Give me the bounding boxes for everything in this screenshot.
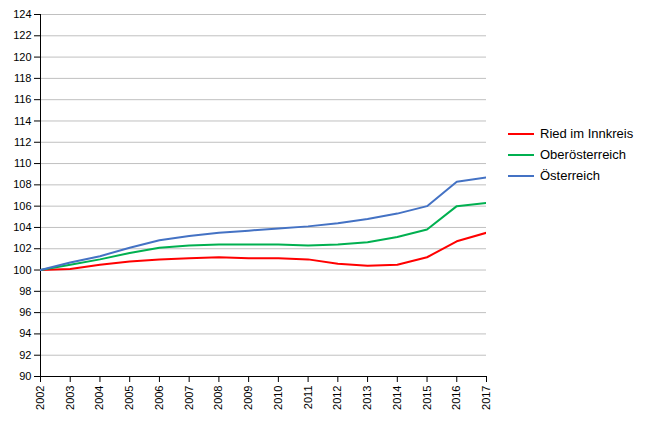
svg-text:2016: 2016 xyxy=(450,386,462,410)
svg-text:2009: 2009 xyxy=(242,386,254,410)
html-text:Oberösterreich: Oberösterreich xyxy=(540,147,626,162)
svg-text:96: 96 xyxy=(19,306,31,318)
svg-text:94: 94 xyxy=(19,327,31,339)
svg-text:2005: 2005 xyxy=(123,386,135,410)
svg-text:2017: 2017 xyxy=(480,386,492,410)
svg-text:108: 108 xyxy=(13,178,31,190)
svg-text:112: 112 xyxy=(14,136,32,148)
svg-text:2010: 2010 xyxy=(272,386,284,410)
svg-text:2004: 2004 xyxy=(93,386,105,410)
html-text:Österreich: Österreich xyxy=(540,168,600,183)
svg-text:122: 122 xyxy=(13,29,31,41)
svg-text:100: 100 xyxy=(13,264,31,276)
svg-text:2007: 2007 xyxy=(183,386,195,410)
svg-text:124: 124 xyxy=(13,8,31,20)
svg-text:102: 102 xyxy=(13,242,31,254)
svg-text:104: 104 xyxy=(13,221,31,233)
svg-text:92: 92 xyxy=(19,349,31,361)
svg-text:106: 106 xyxy=(13,200,31,212)
svg-text:90: 90 xyxy=(19,370,31,382)
svg-text:98: 98 xyxy=(19,285,31,297)
svg-text:2012: 2012 xyxy=(331,386,343,410)
svg-text:120: 120 xyxy=(13,51,31,63)
svg-text:114: 114 xyxy=(14,114,32,126)
svg-text:110: 110 xyxy=(14,157,32,169)
svg-text:2003: 2003 xyxy=(64,386,76,410)
svg-text:116: 116 xyxy=(14,93,32,105)
svg-text:2015: 2015 xyxy=(421,386,433,410)
svg-text:2002: 2002 xyxy=(34,386,46,410)
svg-text:2014: 2014 xyxy=(391,386,403,410)
html-text:Ried im Innkreis: Ried im Innkreis xyxy=(540,126,634,141)
svg-text:2011: 2011 xyxy=(302,386,314,410)
svg-text:2006: 2006 xyxy=(153,386,165,410)
svg-text:118: 118 xyxy=(14,72,32,84)
svg-text:2013: 2013 xyxy=(361,386,373,410)
svg-text:2008: 2008 xyxy=(212,386,224,410)
